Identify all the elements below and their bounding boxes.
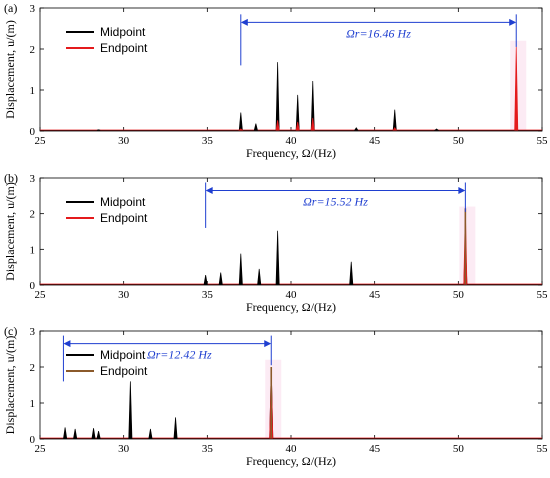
x-tick-label: 55 — [537, 135, 549, 147]
legend-entry: Endpoint — [100, 41, 148, 55]
x-tick-label: 25 — [35, 289, 47, 301]
x-tick-label: 55 — [537, 289, 549, 301]
x-tick-label: 25 — [35, 443, 47, 455]
x-tick-label: 55 — [537, 443, 549, 455]
panel-label: (c) — [4, 324, 17, 338]
x-tick-label: 50 — [453, 443, 465, 455]
y-tick-label: 2 — [30, 362, 36, 374]
midpoint-peak — [203, 274, 208, 285]
midpoint-peak — [433, 128, 440, 131]
y-tick-label: 2 — [30, 209, 36, 221]
x-axis-label: Frequency, Ω/(Hz) — [246, 146, 336, 160]
x-tick-label: 25 — [35, 135, 47, 147]
legend-entry: Endpoint — [100, 364, 148, 378]
midpoint-peak — [128, 381, 133, 439]
endpoint-peak — [310, 117, 315, 131]
resonance-shade — [459, 206, 476, 285]
y-tick-label: 1 — [30, 85, 36, 97]
chart-panel-1: 25 30 35 40 45 50 55 0 1 2 3 Frequency, Ω/(Hz) Displ… — [3, 1, 548, 160]
endpoint-peak — [238, 128, 244, 131]
x-tick-label: 40 — [286, 443, 298, 455]
midpoint-peak — [63, 427, 68, 439]
midpoint-peak — [238, 112, 243, 131]
endpoint-peak — [275, 120, 280, 131]
legend-entry: Midpoint — [100, 195, 146, 209]
x-tick-label: 35 — [202, 289, 214, 301]
legend-entry: Midpoint — [100, 25, 146, 39]
resonance-shade — [265, 359, 282, 439]
panel-label: (a) — [4, 1, 17, 15]
midpoint-peak — [148, 428, 153, 439]
midpoint-peak — [257, 268, 262, 285]
x-tick-label: 50 — [453, 289, 465, 301]
annotation-text: Ωr=16.46 Hz — [346, 26, 411, 40]
annotation-arrowhead-right — [264, 340, 272, 348]
midpoint-peak — [96, 431, 101, 439]
annotation-text: Ωr=12.42 Hz — [147, 348, 212, 362]
annotation-arrowhead-left — [240, 18, 248, 26]
y-tick-label: 0 — [30, 280, 36, 292]
panel-label: (b) — [4, 171, 18, 185]
midpoint-peak — [349, 261, 354, 285]
y-tick-label: 2 — [30, 44, 36, 56]
midpoint-peak — [218, 272, 223, 285]
x-tick-label: 30 — [118, 135, 130, 147]
endpoint-peak — [514, 46, 519, 131]
x-tick-label: 45 — [369, 289, 381, 301]
midpoint-peak — [354, 127, 359, 131]
endpoint-peak — [392, 127, 397, 131]
y-tick-label: 1 — [30, 398, 36, 410]
midpoint-peak — [173, 417, 178, 439]
y-tick-label: 1 — [30, 244, 36, 256]
y-axis-label: Displacement, u/(m) — [3, 182, 17, 281]
y-tick-label: 3 — [30, 3, 36, 15]
x-tick-label: 50 — [453, 135, 465, 147]
chart-panel-2: 25 30 35 40 45 50 55 0 1 2 3 Frequency, Ω/(Hz) Displ… — [3, 171, 548, 314]
x-tick-label: 35 — [202, 443, 214, 455]
y-axis-label: Displacement, u/(m) — [3, 336, 17, 435]
annotation-arrowhead-right — [458, 186, 466, 194]
x-tick-label: 30 — [118, 443, 130, 455]
annotation-arrowhead-left — [205, 186, 213, 194]
annotation-arrowhead-right — [509, 18, 517, 26]
midpoint-peak — [73, 428, 78, 439]
x-tick-label: 40 — [286, 289, 298, 301]
resonance-shade — [510, 40, 527, 131]
endpoint-peak — [295, 121, 300, 131]
y-tick-label: 0 — [30, 434, 36, 446]
annotation-arrowhead-left — [63, 340, 71, 348]
x-tick-label: 30 — [118, 289, 130, 301]
annotation-text: Ωr=15.52 Hz — [303, 194, 368, 208]
x-tick-label: 45 — [369, 443, 381, 455]
y-tick-label: 3 — [30, 173, 36, 185]
midpoint-peak — [238, 253, 243, 285]
x-axis-label: Frequency, Ω/(Hz) — [246, 300, 336, 314]
x-axis-label: Frequency, Ω/(Hz) — [246, 454, 336, 468]
y-axis-label: Displacement, u/(m) — [3, 20, 17, 119]
legend-entry: Endpoint — [100, 211, 148, 225]
y-tick-label: 0 — [30, 126, 36, 138]
y-tick-label: 3 — [30, 326, 36, 338]
legend-entry: Midpoint — [100, 348, 146, 362]
midpoint-peak — [275, 62, 280, 131]
x-tick-label: 45 — [369, 135, 381, 147]
x-tick-label: 35 — [202, 135, 214, 147]
chart-panel-3: 25 30 35 40 45 50 55 0 1 2 3 Frequency, Ω/(Hz) Displ… — [3, 324, 548, 468]
midpoint-peak — [91, 428, 96, 439]
midpoint-peak — [253, 123, 258, 131]
x-tick-label: 40 — [286, 135, 298, 147]
midpoint-peak — [275, 230, 280, 285]
